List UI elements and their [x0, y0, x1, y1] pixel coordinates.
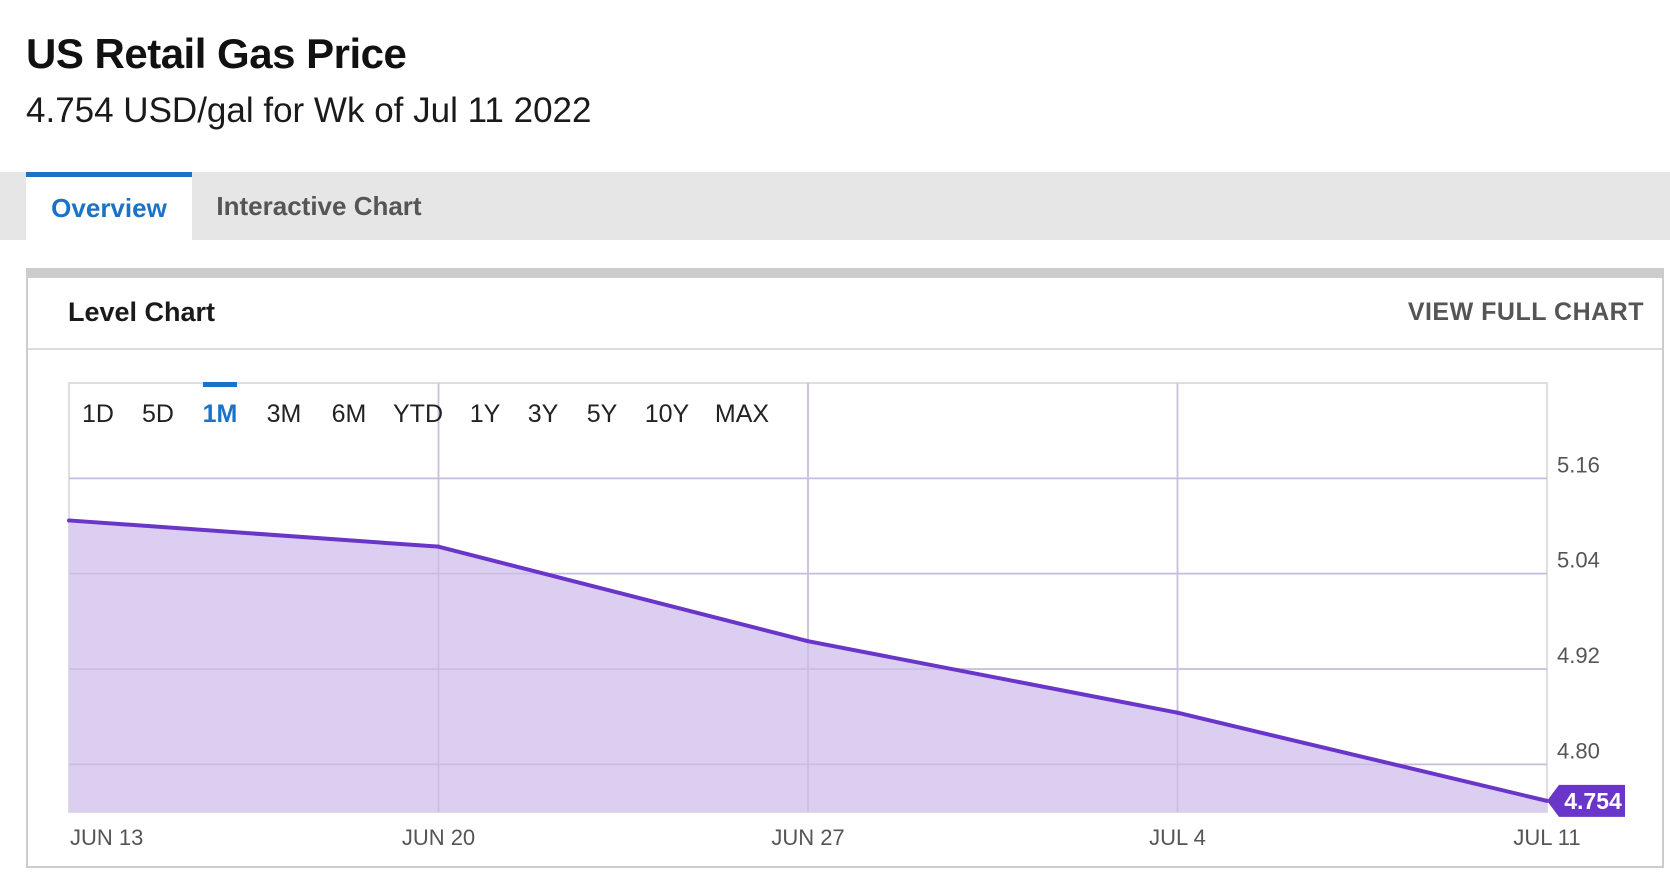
view-full-chart-link[interactable]: VIEW FULL CHART — [1407, 298, 1644, 326]
range-button-1m[interactable]: 1M — [203, 400, 238, 428]
x-tick-label: JUN 27 — [771, 825, 844, 850]
range-button-ytd[interactable]: YTD — [393, 400, 443, 428]
last-value-label: 4.754 — [1564, 788, 1622, 814]
tab-overview[interactable]: Overview — [26, 172, 192, 240]
y-tick-label: 4.92 — [1557, 643, 1600, 668]
range-button-5y[interactable]: 5Y — [587, 400, 618, 428]
range-button-1y[interactable]: 1Y — [470, 400, 501, 428]
data-point — [806, 639, 810, 644]
tabs-bar: Overview Interactive Chart — [0, 172, 1670, 240]
range-button-10y[interactable]: 10Y — [645, 400, 690, 428]
data-point — [436, 544, 441, 549]
y-tick-label: 5.16 — [1557, 452, 1600, 477]
range-button-3m[interactable]: 3M — [267, 400, 302, 428]
y-tick-label: 4.80 — [1557, 738, 1600, 763]
page-subtitle: 4.754 USD/gal for Wk of Jul 11 2022 — [26, 91, 592, 130]
x-tick-label: JUL 11 — [1513, 825, 1580, 850]
last-value-badge: 4.754 — [1547, 784, 1625, 817]
data-point — [67, 518, 71, 523]
x-tick-label: JUL 4 — [1149, 825, 1206, 850]
range-button-5d[interactable]: 5D — [142, 400, 174, 428]
card-title: Level Chart — [68, 297, 216, 327]
range-button-3y[interactable]: 3Y — [528, 400, 559, 428]
last-value-badge-shape — [1547, 784, 1625, 817]
data-point — [1175, 710, 1180, 715]
x-tick-label: JUN 13 — [70, 825, 143, 850]
page-title: US Retail Gas Price — [26, 30, 407, 77]
range-button-max[interactable]: MAX — [715, 400, 770, 428]
page-header: US Retail Gas Price 4.754 USD/gal for Wk… — [26, 26, 592, 138]
range-button-1d[interactable]: 1D — [82, 400, 114, 428]
x-tick-label: JUN 20 — [402, 825, 475, 850]
range-button-active-indicator — [203, 382, 237, 387]
y-tick-label: 5.04 — [1557, 548, 1600, 573]
tab-interactive-chart[interactable]: Interactive Chart — [216, 191, 422, 221]
range-button-6m[interactable]: 6M — [332, 400, 367, 428]
card-header: Level Chart VIEW FULL CHART — [28, 278, 1662, 350]
